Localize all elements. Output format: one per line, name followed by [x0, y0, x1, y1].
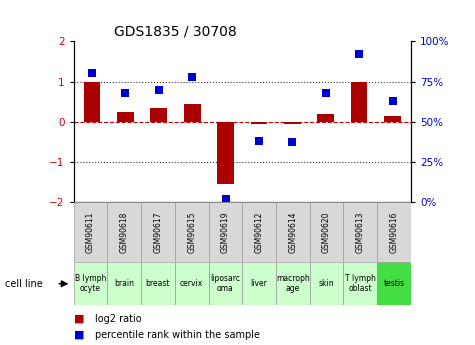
Bar — [84, 81, 100, 122]
Point — [389, 98, 396, 104]
Bar — [377, 262, 411, 305]
Bar — [117, 111, 134, 122]
Bar — [310, 262, 343, 305]
Text: log2 ratio: log2 ratio — [95, 314, 142, 324]
Text: testis: testis — [383, 279, 405, 288]
Point — [288, 140, 296, 145]
Text: GDS1835 / 30708: GDS1835 / 30708 — [114, 25, 237, 39]
Bar — [74, 202, 107, 262]
Text: GSM90612: GSM90612 — [255, 211, 264, 253]
Text: GSM90618: GSM90618 — [120, 211, 129, 253]
Bar — [384, 116, 401, 122]
Text: macroph
age: macroph age — [276, 274, 310, 294]
Text: skin: skin — [319, 279, 334, 288]
Text: breast: breast — [146, 279, 170, 288]
Point — [88, 71, 96, 76]
Bar — [217, 122, 234, 184]
Text: ■: ■ — [74, 330, 84, 339]
Bar — [107, 262, 141, 305]
Bar — [242, 202, 276, 262]
Bar — [141, 262, 175, 305]
Point — [222, 196, 229, 201]
Bar — [74, 262, 107, 305]
Text: ■: ■ — [74, 314, 84, 324]
Bar — [276, 262, 310, 305]
Bar — [141, 202, 175, 262]
Bar — [377, 202, 411, 262]
Text: GSM90620: GSM90620 — [322, 211, 331, 253]
Text: GSM90614: GSM90614 — [288, 211, 297, 253]
Bar — [242, 262, 276, 305]
Bar — [175, 262, 209, 305]
Text: B lymph
ocyte: B lymph ocyte — [75, 274, 106, 294]
Point — [122, 90, 129, 96]
Bar — [251, 122, 267, 125]
Point — [322, 90, 330, 96]
Bar — [284, 122, 301, 125]
Bar — [107, 202, 141, 262]
Point — [155, 87, 162, 92]
Bar — [151, 108, 167, 122]
Bar — [317, 114, 334, 122]
Bar — [310, 202, 343, 262]
Text: T lymph
oblast: T lymph oblast — [345, 274, 376, 294]
Text: GSM90615: GSM90615 — [187, 211, 196, 253]
Bar — [209, 262, 242, 305]
Point — [189, 74, 196, 79]
Bar — [351, 81, 368, 122]
Bar — [276, 202, 310, 262]
Text: GSM90617: GSM90617 — [153, 211, 162, 253]
Text: cervix: cervix — [180, 279, 203, 288]
Point — [355, 51, 363, 57]
Text: GSM90616: GSM90616 — [390, 211, 399, 253]
Text: GSM90611: GSM90611 — [86, 211, 95, 253]
Bar — [343, 262, 377, 305]
Text: GSM90619: GSM90619 — [221, 211, 230, 253]
Text: percentile rank within the sample: percentile rank within the sample — [95, 330, 260, 339]
Bar — [184, 104, 200, 122]
Text: GSM90613: GSM90613 — [356, 211, 365, 253]
Point — [255, 138, 263, 144]
Bar — [209, 202, 242, 262]
Text: brain: brain — [114, 279, 134, 288]
Text: cell line: cell line — [5, 279, 42, 289]
Bar — [175, 202, 209, 262]
Text: liposarc
oma: liposarc oma — [210, 274, 240, 294]
Text: liver: liver — [251, 279, 267, 288]
Bar — [343, 202, 377, 262]
